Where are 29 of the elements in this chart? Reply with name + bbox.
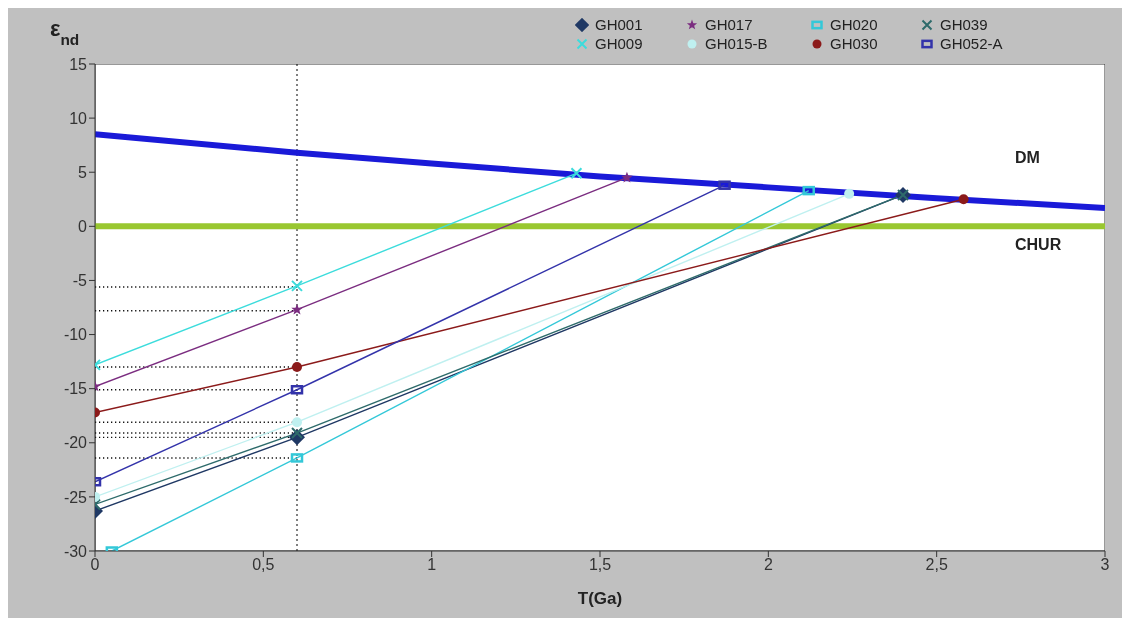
y-tick-label: -15 [63, 380, 88, 398]
y-axis-title: ε$_{nd}$ [50, 16, 80, 48]
legend-label: GH009 [595, 35, 643, 52]
x-tick-label: 0,5 [252, 556, 275, 574]
legend-label: GH017 [705, 16, 753, 33]
x-tick-label: 2,5 [925, 556, 948, 574]
legend-label: GH052-A [940, 35, 1003, 52]
legend-label: GH001 [595, 16, 643, 33]
legend-label: GH039 [940, 16, 988, 33]
y-tick-label: -25 [63, 488, 88, 506]
text: DM [1015, 148, 1040, 166]
y-tick-label: 15 [69, 55, 88, 73]
y-tick-label: -5 [72, 272, 88, 290]
y-tick-label: 0 [78, 218, 88, 236]
x-tick-label: 2 [763, 556, 773, 574]
legend-label: GH030 [830, 35, 878, 52]
legend-label: GH020 [830, 16, 878, 33]
x-tick-label: 3 [1100, 556, 1110, 574]
y-tick-label: -30 [63, 542, 88, 560]
series-label: CHUR [1015, 236, 1062, 254]
x-tick-label: 1,5 [588, 556, 612, 574]
y-tick-label: 5 [78, 163, 88, 181]
legend-label: GH015-B [705, 35, 768, 52]
x-tick-label: 1 [427, 556, 437, 574]
y-tick-label: 10 [69, 109, 88, 127]
x-axis-title: T(Ga) [577, 589, 623, 608]
x-tick-label: 0 [90, 556, 100, 574]
y-tick-label: -20 [63, 434, 88, 452]
y-tick-label: -10 [63, 326, 88, 344]
